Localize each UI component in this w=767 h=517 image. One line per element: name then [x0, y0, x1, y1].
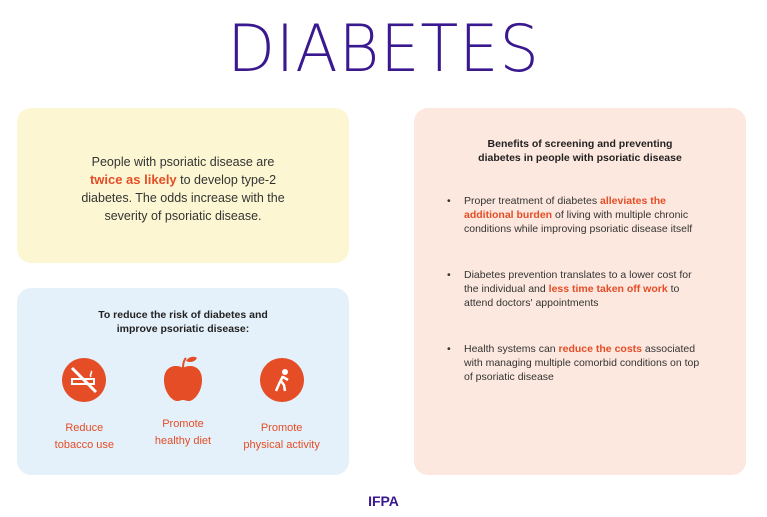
bullet-highlight: less time taken off work	[548, 283, 668, 295]
list-item: Health systems can reduce the costs asso…	[447, 342, 704, 384]
reduce-risk-card: To reduce the risk of diabetes and impro…	[17, 288, 349, 475]
risk-text-pre: People with psoriatic disease are	[91, 155, 275, 169]
risk-card: People with psoriatic disease are twice …	[17, 108, 349, 263]
list-item: Proper treatment of diabetes alleviates …	[447, 194, 704, 236]
item-label: Promote	[260, 422, 303, 434]
item-label: healthy diet	[154, 435, 212, 447]
benefits-card: Benefits of screening and preventing dia…	[414, 108, 746, 475]
benefits-heading: Benefits of screening and preventing dia…	[478, 138, 682, 164]
bullet-text: Diabetes prevention translates to a lowe…	[464, 269, 692, 295]
page-title: DIABETES	[227, 10, 540, 87]
exercise-icon	[259, 358, 304, 402]
apple-icon	[161, 354, 205, 402]
bullet-highlight: reduce the costs	[558, 343, 642, 355]
bullet-text: associated with managing multiple comorb…	[464, 343, 700, 383]
risk-text: People with psoriatic disease are twice …	[17, 153, 349, 225]
risk-text-post: to develop type-2 diabetes. The odds inc…	[81, 173, 285, 223]
bullet-text: to attend doctors' appointments	[464, 283, 680, 309]
bullet-text: Proper treatment of diabetes	[464, 195, 600, 207]
bullet-highlight: alleviates the additional burden	[464, 195, 666, 221]
ifpa-logo: IFPA	[368, 493, 399, 509]
item-label: Promote	[162, 418, 204, 430]
item-label: physical activity	[243, 439, 320, 451]
healthy-diet-item: Promote healthy diet	[137, 356, 229, 454]
item-label: Reduce	[65, 422, 104, 434]
no-smoking-icon	[62, 358, 107, 402]
risk-highlight: twice as likely	[89, 172, 177, 187]
benefits-list: Proper treatment of diabetes alleviates …	[447, 194, 704, 416]
reduce-tobacco-item: Reduce tobacco use	[38, 358, 130, 454]
item-label: tobacco use	[54, 439, 114, 451]
bullet-text: of living with multiple chronic conditio…	[464, 209, 693, 235]
physical-activity-item: Promote physical activity	[236, 358, 328, 454]
reduce-risk-heading: To reduce the risk of diabetes and impro…	[98, 309, 268, 335]
bullet-text: Health systems can	[464, 343, 559, 355]
list-item: Diabetes prevention translates to a lowe…	[447, 268, 704, 310]
